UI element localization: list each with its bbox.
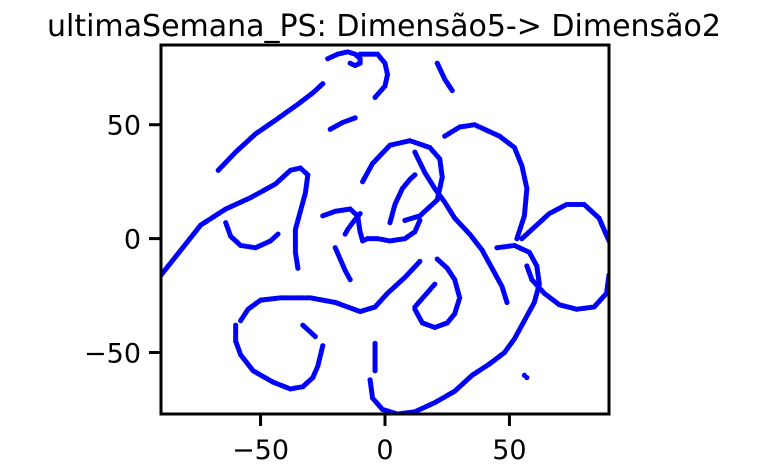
series-1 <box>215 81 326 173</box>
x-tick-label: 50 <box>492 435 526 466</box>
series-9 <box>342 210 363 237</box>
x-tick-label: −50 <box>232 435 289 466</box>
data-point <box>449 87 455 94</box>
series-15 <box>367 361 493 414</box>
x-tick-label: 0 <box>376 435 393 466</box>
series-3 <box>325 49 363 69</box>
data-point <box>402 217 408 223</box>
data-point <box>524 263 530 269</box>
series-16 <box>486 242 542 367</box>
data-point <box>412 172 418 178</box>
x-axis: −50 0 50 <box>232 414 527 466</box>
series-4 <box>357 51 391 100</box>
y-tick-label: 0 <box>124 225 141 256</box>
series-8 <box>360 138 445 223</box>
data-point <box>275 231 281 237</box>
series-11 <box>238 258 423 324</box>
series-12 <box>233 322 326 392</box>
data-point <box>347 60 353 66</box>
data-point <box>312 333 318 340</box>
y-axis: −50 0 50 <box>84 111 161 370</box>
series-20 <box>412 281 438 310</box>
series-21 <box>519 201 609 244</box>
series-23 <box>434 60 455 94</box>
data-point <box>434 256 440 262</box>
series-6 <box>320 206 423 244</box>
series-2 <box>223 220 281 251</box>
series-19 <box>412 256 463 331</box>
data-point <box>295 265 301 271</box>
data-point <box>417 258 423 264</box>
data-point <box>372 94 378 100</box>
series-0 <box>161 165 311 278</box>
y-tick-label: −50 <box>84 339 141 370</box>
series-18 <box>442 122 530 242</box>
data-point <box>412 149 418 155</box>
data-point <box>342 231 348 237</box>
data-point <box>320 81 326 87</box>
y-tick-label: 50 <box>107 111 141 142</box>
data-point <box>347 277 353 283</box>
data-point <box>417 217 423 223</box>
data-point <box>352 115 358 121</box>
data-point <box>494 245 500 251</box>
data-point <box>372 368 378 374</box>
data-points <box>161 49 609 414</box>
series-7 <box>387 172 418 226</box>
data-point <box>432 281 438 287</box>
series-10 <box>332 245 353 283</box>
series-14 <box>372 340 378 374</box>
data-point <box>524 374 530 381</box>
chart-title: ultimaSemana_PS: Dimensão5-> Dimensão2 <box>47 9 721 44</box>
data-point <box>514 236 520 242</box>
series-24 <box>521 372 530 381</box>
series-13 <box>300 322 318 340</box>
series-22 <box>524 263 609 312</box>
series-5 <box>327 115 358 132</box>
series-17 <box>412 149 510 305</box>
data-point <box>320 343 326 349</box>
